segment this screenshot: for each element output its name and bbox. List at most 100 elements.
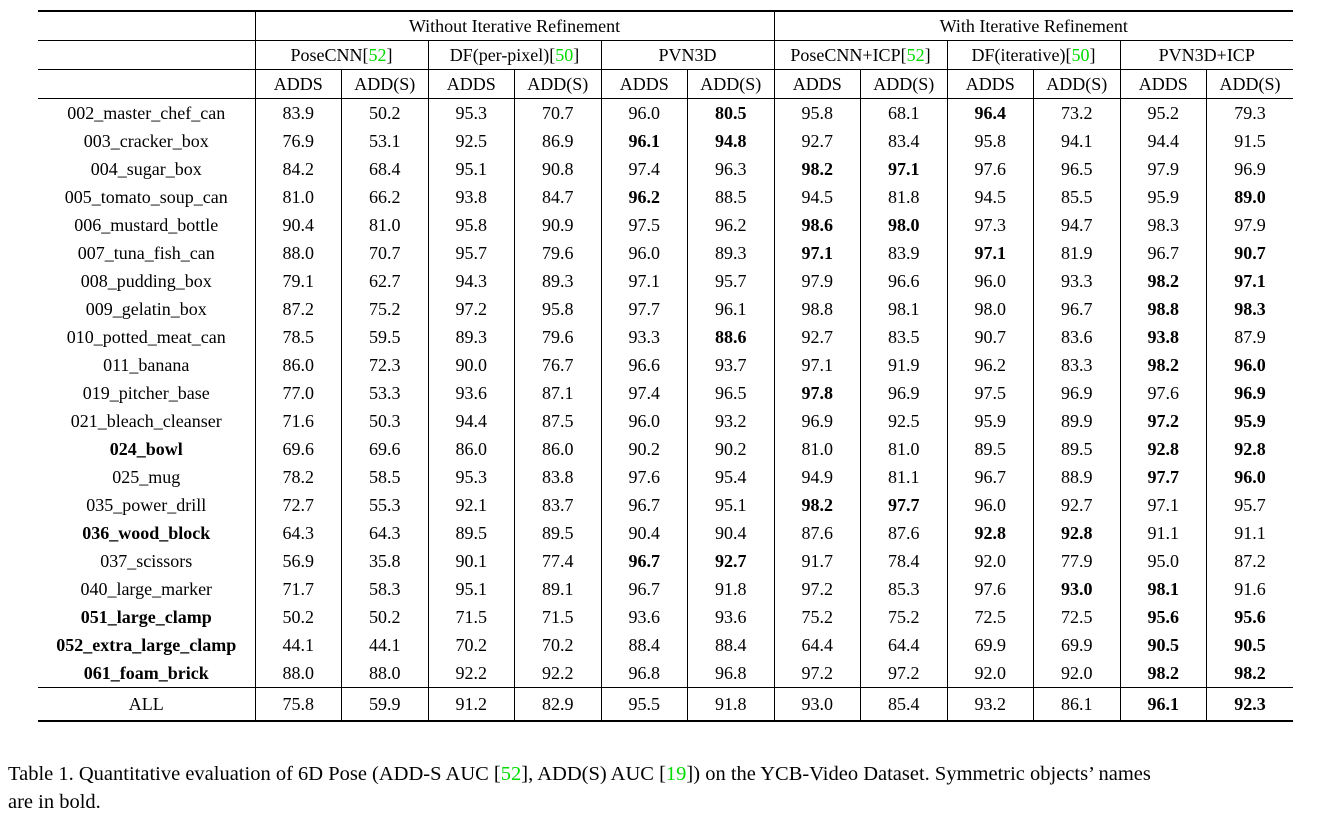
- value-cell: 85.5: [1033, 183, 1120, 211]
- value-cell: 93.6: [600, 603, 688, 631]
- citation-number: 19: [665, 763, 687, 785]
- value-cell: 93.3: [600, 323, 688, 351]
- value-cell: 78.5: [254, 323, 342, 351]
- value-cell: 89.3: [427, 323, 515, 351]
- value-cell: 96.9: [860, 379, 947, 407]
- object-name-cell: 061_foam_brick: [83, 662, 209, 683]
- value-cell: 92.0: [1033, 659, 1120, 688]
- method-header-cell: PVN3D: [600, 40, 774, 70]
- value-cell: 96.0: [600, 98, 688, 127]
- metric-header-cell: ADDS: [254, 69, 342, 99]
- value-cell: 98.2: [773, 155, 861, 183]
- value-cell: 96.9: [1033, 379, 1120, 407]
- value-cell: 93.6: [687, 603, 774, 631]
- value-cell: 95.8: [514, 295, 601, 323]
- caption-line: Table 1. Quantitative evaluation of 6D P…: [8, 763, 1151, 785]
- empty-cell: [38, 69, 255, 99]
- value-cell: 90.2: [600, 435, 688, 463]
- value-cell: 96.0: [946, 491, 1034, 519]
- value-cell: 95.8: [773, 98, 861, 127]
- value-cell: 77.4: [514, 547, 601, 575]
- value-cell: 83.8: [514, 463, 601, 491]
- value-cell: 97.6: [600, 463, 688, 491]
- value-cell: 85.3: [860, 575, 947, 603]
- value-cell: 91.2: [427, 687, 515, 721]
- value-cell: 92.8: [1119, 435, 1207, 463]
- table-row: 035_power_drill 72.7 55.3 92.1 83.7 96.7 95.1 9…: [38, 491, 1293, 519]
- value-cell: 96.7: [600, 575, 688, 603]
- value-cell: 71.7: [254, 575, 342, 603]
- citation-number: 52: [500, 763, 522, 785]
- value-cell: 84.7: [514, 183, 601, 211]
- object-name-cell: 002_master_chef_can: [67, 102, 226, 123]
- value-cell: 87.5: [514, 407, 601, 435]
- value-cell: 88.9: [1033, 463, 1120, 491]
- value-cell: 97.2: [773, 659, 861, 688]
- value-cell: 90.5: [1119, 631, 1207, 659]
- method-header-cell: DF(per-pixel)[50]: [427, 40, 601, 70]
- table-row: 002_master_chef_can 83.9 50.2 95.3 70.7 96.0 8…: [38, 98, 1293, 127]
- value-cell: 90.2: [687, 435, 774, 463]
- metric-header-cell: ADD(S): [860, 69, 947, 99]
- table-row: 007_tuna_fish_can 88.0 70.7 95.7 79.6 96.0 89.…: [38, 239, 1293, 267]
- value-cell: 88.6: [687, 323, 774, 351]
- table-header: Without Iterative Refinement With Iterati…: [38, 11, 1293, 99]
- value-cell: 87.9: [1206, 323, 1293, 351]
- value-cell: 92.7: [687, 547, 774, 575]
- value-cell: 70.7: [341, 239, 428, 267]
- object-name-cell: 006_mustard_bottle: [74, 214, 219, 235]
- metric-header-cell: ADD(S): [341, 69, 428, 99]
- value-cell: 90.1: [427, 547, 515, 575]
- value-cell: 92.3: [1206, 687, 1293, 721]
- value-cell: 97.7: [600, 295, 688, 323]
- value-cell: 91.9: [860, 351, 947, 379]
- value-cell: 64.4: [860, 631, 947, 659]
- table-row: 052_extra_large_clamp 44.1 44.1 70.2 70.2 88.…: [38, 631, 1293, 659]
- value-cell: 97.2: [860, 659, 947, 688]
- value-cell: 91.7: [773, 547, 861, 575]
- value-cell: 96.7: [1119, 239, 1207, 267]
- value-cell: 87.1: [514, 379, 601, 407]
- value-cell: 95.1: [427, 155, 515, 183]
- value-cell: 95.7: [687, 267, 774, 295]
- value-cell: 91.5: [1206, 127, 1293, 155]
- metric-header-cell: ADD(S): [514, 69, 601, 99]
- value-cell: 97.6: [946, 575, 1034, 603]
- metric-header-cell: ADDS: [1119, 69, 1207, 99]
- value-cell: 56.9: [254, 547, 342, 575]
- value-cell: 50.2: [341, 98, 428, 127]
- value-cell: 35.8: [341, 547, 428, 575]
- value-cell: 98.0: [946, 295, 1034, 323]
- object-name-cell: 037_scissors: [100, 550, 193, 571]
- value-cell: 98.1: [1119, 575, 1207, 603]
- value-cell: 81.9: [1033, 239, 1120, 267]
- value-cell: 97.1: [773, 239, 861, 267]
- metric-header-cell: ADD(S): [687, 69, 774, 99]
- table-row: 037_scissors 56.9 35.8 90.1 77.4 96.7 92.7 91.7…: [38, 547, 1293, 575]
- value-cell: 89.3: [687, 239, 774, 267]
- value-cell: 64.3: [254, 519, 342, 547]
- value-cell: 92.7: [773, 323, 861, 351]
- value-cell: 97.9: [1206, 211, 1293, 239]
- value-cell: 93.2: [687, 407, 774, 435]
- value-cell: 93.2: [946, 687, 1034, 721]
- value-cell: 93.6: [427, 379, 515, 407]
- value-cell: 96.9: [1206, 155, 1293, 183]
- value-cell: 95.2: [1119, 98, 1207, 127]
- value-cell: 90.7: [1206, 239, 1293, 267]
- value-cell: 96.1: [1119, 687, 1207, 721]
- value-cell: 78.4: [860, 547, 947, 575]
- value-cell: 69.9: [946, 631, 1034, 659]
- value-cell: 98.3: [1119, 211, 1207, 239]
- value-cell: 87.2: [254, 295, 342, 323]
- value-cell: 97.1: [860, 155, 947, 183]
- value-cell: 79.6: [514, 323, 601, 351]
- value-cell: 95.3: [427, 463, 515, 491]
- value-cell: 89.5: [427, 519, 515, 547]
- metric-header-cell: ADDS: [946, 69, 1034, 99]
- method-header-cell: PVN3D+ICP: [1119, 40, 1293, 70]
- value-cell: 79.1: [254, 267, 342, 295]
- value-cell: 98.0: [860, 211, 947, 239]
- value-cell: 97.2: [427, 295, 515, 323]
